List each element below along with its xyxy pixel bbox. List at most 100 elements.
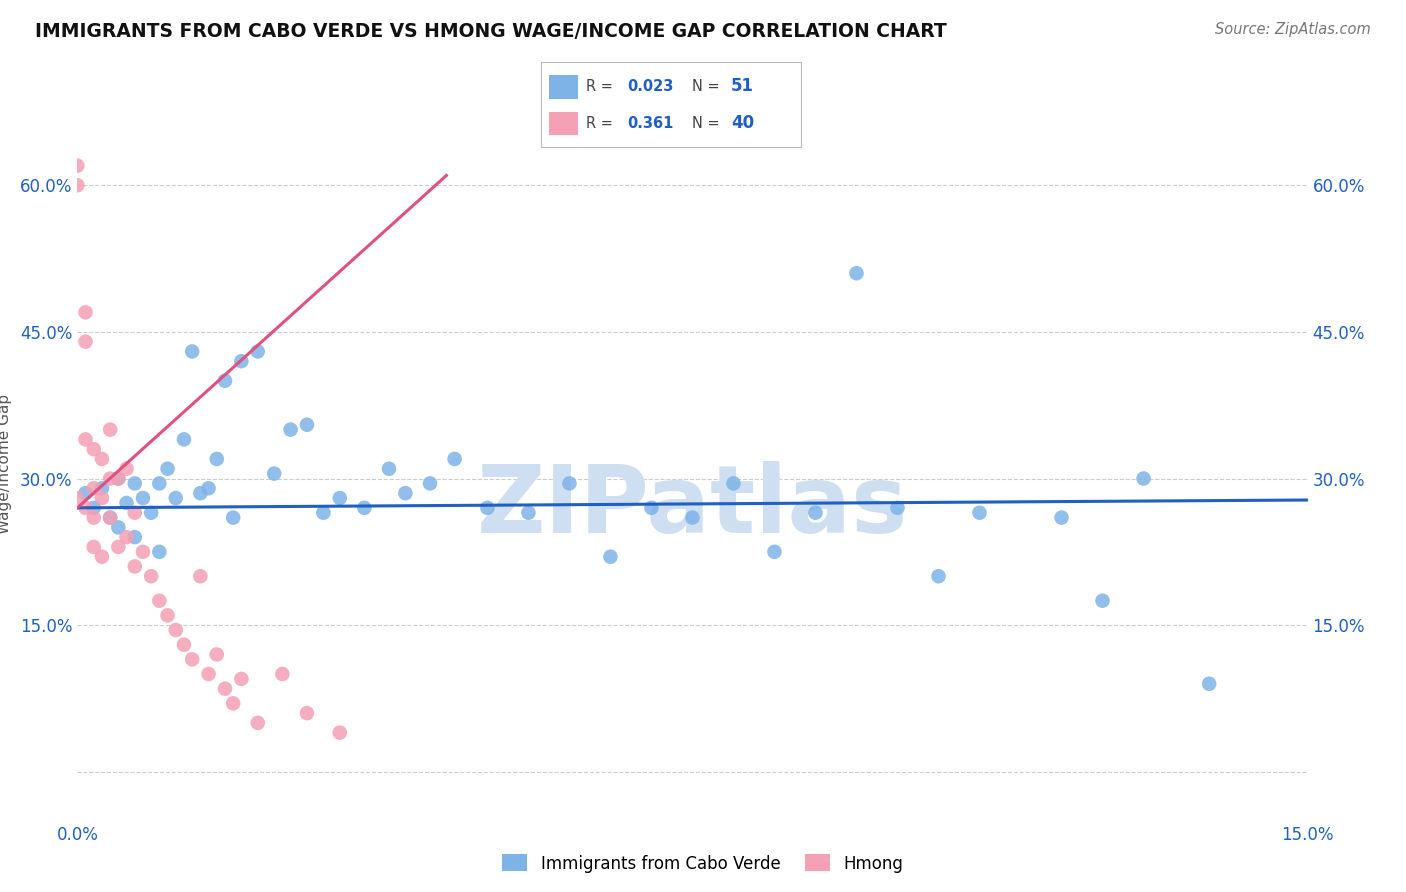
Bar [550,75,578,99]
Point [443,452,465,467]
Point [107,540,129,554]
Point [969,506,991,520]
Point [181,652,204,666]
Point [682,510,704,524]
Point [231,672,253,686]
Point [353,500,375,515]
Point [83,510,105,524]
Point [188,486,212,500]
Bar [550,112,578,136]
Y-axis label: Wage/Income Gap: Wage/Income Gap [0,393,11,534]
Point [132,491,155,505]
Point [124,506,146,520]
Point [98,423,121,437]
Point [107,520,129,534]
Point [886,500,908,515]
Legend: Immigrants from Cabo Verde, Hmong: Immigrants from Cabo Verde, Hmong [496,847,910,880]
Point [98,471,121,485]
Point [312,506,335,520]
Point [271,667,294,681]
Point [107,471,129,485]
Point [263,467,285,481]
Point [558,476,581,491]
Point [280,423,302,437]
Text: 0.023: 0.023 [627,78,673,94]
Point [124,559,146,574]
Point [148,545,170,559]
Point [723,476,745,491]
Point [477,500,499,515]
Text: 40: 40 [731,114,754,132]
Point [83,442,105,457]
Point [75,486,97,500]
Point [214,374,236,388]
Point [599,549,621,564]
Point [75,334,97,349]
Point [1198,677,1220,691]
Point [222,510,245,524]
Point [640,500,662,515]
Point [115,496,138,510]
Point [295,417,318,432]
Point [928,569,950,583]
Text: R =: R = [585,116,613,131]
Point [246,344,269,359]
Point [295,706,318,720]
Text: 51: 51 [731,78,754,95]
Text: IMMIGRANTS FROM CABO VERDE VS HMONG WAGE/INCOME GAP CORRELATION CHART: IMMIGRANTS FROM CABO VERDE VS HMONG WAGE… [35,22,946,41]
Point [115,530,138,544]
Text: Source: ZipAtlas.com: Source: ZipAtlas.com [1215,22,1371,37]
Point [1132,471,1154,485]
Point [83,481,105,495]
Point [222,696,245,710]
Text: N =: N = [692,78,720,94]
Point [378,461,401,475]
Point [205,648,228,662]
Point [66,178,89,193]
Point [329,491,352,505]
Point [66,491,89,505]
Point [173,638,195,652]
Point [156,608,179,623]
Point [90,452,114,467]
Point [75,500,97,515]
Point [75,305,97,319]
Point [165,491,187,505]
Point [214,681,236,696]
Point [517,506,540,520]
Point [1050,510,1073,524]
Point [329,725,352,739]
Point [148,593,170,607]
Point [394,486,416,500]
Point [107,471,129,485]
Text: ZIPatlas: ZIPatlas [477,460,908,553]
Point [165,623,187,637]
Point [763,545,786,559]
Text: N =: N = [692,116,720,131]
Point [83,500,105,515]
Point [98,510,121,524]
Point [156,461,179,475]
Point [197,667,219,681]
Point [90,549,114,564]
Point [98,510,121,524]
Point [246,715,269,730]
Point [231,354,253,368]
Point [419,476,441,491]
Point [205,452,228,467]
Point [1091,593,1114,607]
Point [124,476,146,491]
Point [141,569,163,583]
Point [115,461,138,475]
Point [66,159,89,173]
Text: R =: R = [585,78,613,94]
Point [197,481,219,495]
Point [124,530,146,544]
Text: 0.361: 0.361 [627,116,673,131]
Point [141,506,163,520]
Point [845,266,868,280]
Point [173,433,195,447]
Point [181,344,204,359]
Point [83,540,105,554]
Point [90,491,114,505]
